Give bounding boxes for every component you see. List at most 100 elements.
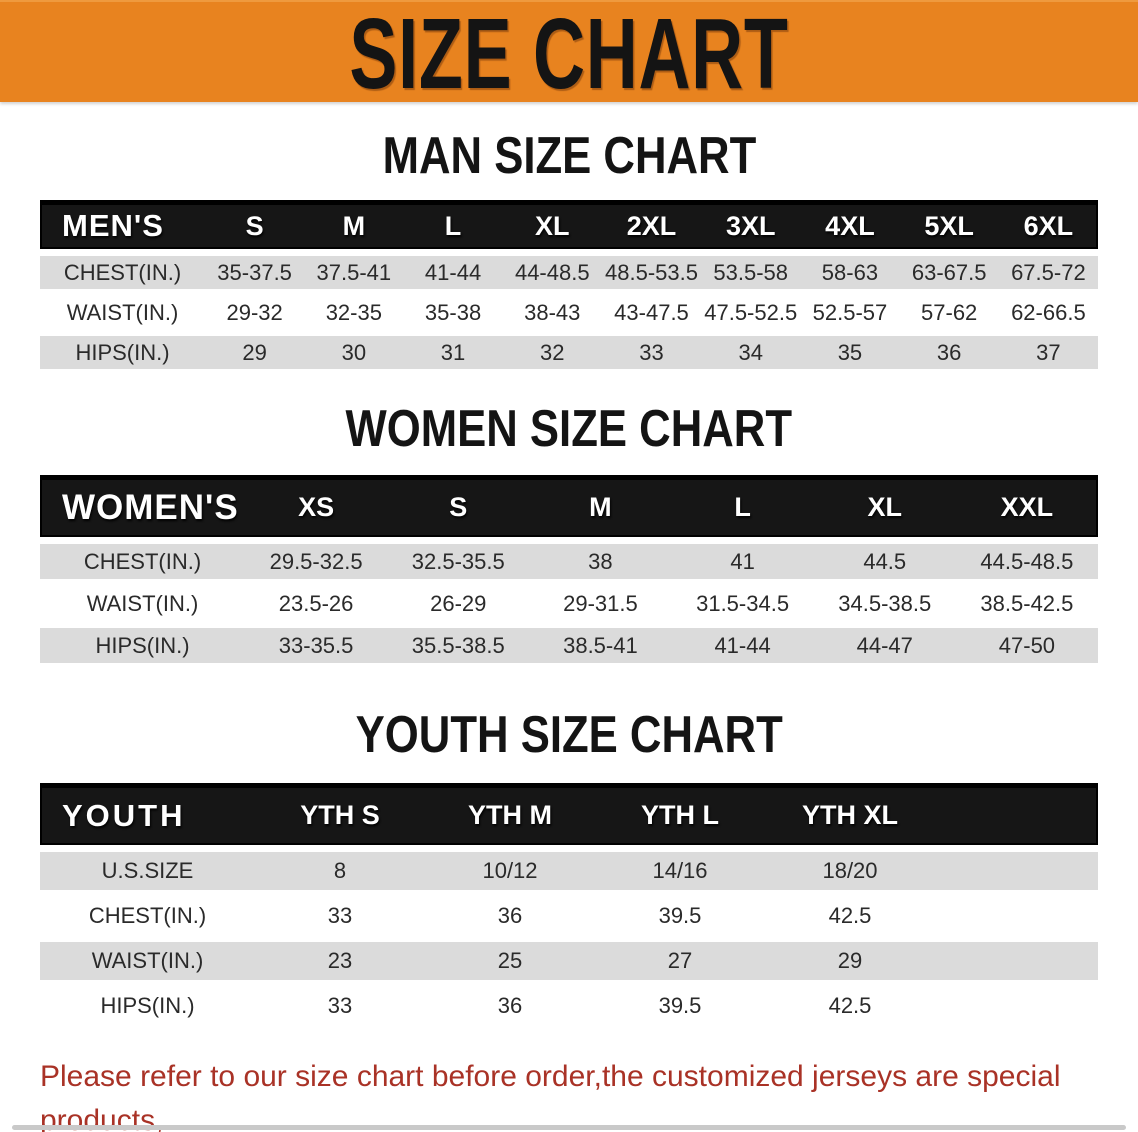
table-row: U.S.SIZE 8 10/12 14/16 18/20 [40,852,1098,890]
column-header: YTH S [300,800,380,830]
table-cell: 44.5-48.5 [980,548,1074,574]
page-title: SIZE CHART [349,0,789,110]
column-header: XS [298,492,335,522]
table-cell: 34.5-38.5 [838,590,932,616]
table-cell: 29-32 [226,299,283,325]
table-cell: 42.5 [828,993,872,1018]
column-header: M [342,210,366,241]
table-cell: 33 [327,993,353,1018]
column-header: 3XL [725,210,776,241]
table-cell: 33 [639,339,664,365]
table-cell: 31.5-34.5 [696,590,790,616]
man-section-heading-text: MAN SIZE CHART [382,127,756,185]
disclaimer-line-1: Please refer to our size chart before or… [40,1060,1061,1132]
row-label: WAIST(IN.) [91,948,204,973]
table-cell: 14/16 [652,858,708,883]
table-row: WAIST(IN.) 23 25 27 29 [40,942,1098,980]
table-cell: 41-44 [714,632,771,658]
table-cell: 35.5-38.5 [411,632,505,658]
row-label: CHEST(IN.) [83,548,202,574]
table-cell: 33-35.5 [278,632,354,658]
banner: SIZE CHART [0,0,1138,110]
table-cell: 31 [440,339,466,365]
column-header: YTH XL [801,800,898,830]
table-row: CHEST(IN.) 35-37.5 37.5-41 41-44 44-48.5 48.5… [40,256,1098,289]
table-cell: 23.5-26 [278,590,354,616]
table-cell: 62-66.5 [1011,299,1086,325]
table-corner-label: YOUTH [62,797,186,833]
table-cell: 29-31.5 [563,590,638,616]
men-size-table: MEN'S S M L XL 2XL 3XL 4XL 5XL 6XL CHEST(IN.) 35-3… [40,200,1098,369]
column-header: 6XL [1023,210,1074,241]
table-cell: 63-67.5 [911,259,987,285]
table-cell: 39.5 [658,903,702,928]
men-table-header: MEN'S S M L XL 2XL 3XL 4XL 5XL 6XL [40,200,1098,249]
table-cell: 41 [730,548,755,574]
column-header: XL [535,210,570,241]
youth-section-heading-text: YOUTH SIZE CHART [355,706,783,764]
table-cell: 29 [837,948,863,973]
table-row: WAIST(IN.) 29-32 32-35 35-38 38-43 43-47.5 47.… [40,296,1098,329]
column-header: 2XL [626,210,677,241]
table-cell: 53.5-58 [713,259,789,285]
table-cell: 27 [667,948,693,973]
table-cell: 47.5-52.5 [704,299,798,325]
table-cell: 35 [837,339,863,365]
table-cell: 44-48.5 [514,259,590,285]
table-cell: 67.5-72 [1011,259,1086,285]
women-section-heading: WOMEN SIZE CHART [40,403,1098,455]
table-corner-label: MEN'S [62,208,164,243]
table-cell: 36 [497,903,523,928]
table-row: CHEST(IN.) 33 36 39.5 42.5 [40,897,1098,935]
table-cell: 36 [936,339,962,365]
table-row: WAIST(IN.) 23.5-26 26-29 29-31.5 31.5-34.5 34… [40,586,1098,621]
row-label: CHEST(IN.) [63,259,182,285]
table-cell: 58-63 [821,259,879,285]
table-cell: 33 [327,903,353,928]
man-section-heading: MAN SIZE CHART [40,130,1098,182]
table-cell: 29.5-32.5 [269,548,363,574]
table-cell: 10/12 [482,858,538,883]
table-cell: 8 [333,858,347,883]
content: MAN SIZE CHART MEN'S S M L XL 2XL 3XL 4XL 5XL 6XL… [0,130,1138,1025]
table-cell: 37.5-41 [316,259,392,285]
column-header: S [449,492,468,522]
youth-table-header: YOUTH YTH S YTH M YTH L YTH XL [40,783,1098,845]
table-cell: 39.5 [658,993,702,1018]
table-cell: 44.5 [863,548,907,574]
column-header: L [734,492,751,522]
row-label: U.S.SIZE [101,858,194,883]
table-cell: 48.5-53.5 [605,259,698,285]
table-cell: 52.5-57 [812,299,888,325]
table-cell: 57-62 [921,299,978,325]
row-label: HIPS(IN.) [95,632,190,658]
table-row: HIPS(IN.) 33-35.5 35.5-38.5 38.5-41 41-44 44-… [40,628,1098,663]
table-cell: 44-47 [856,632,913,658]
women-size-table: WOMEN'S XS S M L XL XXL CHEST(IN.) 29.5-32.5 32.… [40,475,1098,663]
table-cell: 35-37.5 [217,259,292,285]
table-cell: 47-50 [998,632,1056,658]
row-label: HIPS(IN.) [75,339,170,365]
table-cell: 38.5-41 [563,632,638,658]
row-label: CHEST(IN.) [88,903,207,928]
row-label: WAIST(IN.) [66,299,179,325]
column-header: YTH M [468,800,552,830]
table-cell: 35-38 [424,299,482,325]
bottom-edge-strip [12,1125,1126,1130]
table-cell: 29 [242,339,267,365]
table-cell: 30 [341,339,367,365]
youth-section-heading: YOUTH SIZE CHART [40,709,1098,761]
column-header: M [589,492,612,522]
table-cell: 36 [497,993,523,1018]
table-cell: 43-47.5 [614,299,689,325]
table-corner-label: WOMEN'S [62,487,239,527]
women-table-header: WOMEN'S XS S M L XL XXL [40,475,1098,537]
column-header: XXL [1000,492,1054,522]
column-header: L [444,210,462,241]
column-header: 4XL [825,210,875,241]
column-header: 5XL [924,210,974,241]
table-cell: 34 [738,339,763,365]
table-cell: 25 [497,948,523,973]
column-header: S [245,210,264,241]
